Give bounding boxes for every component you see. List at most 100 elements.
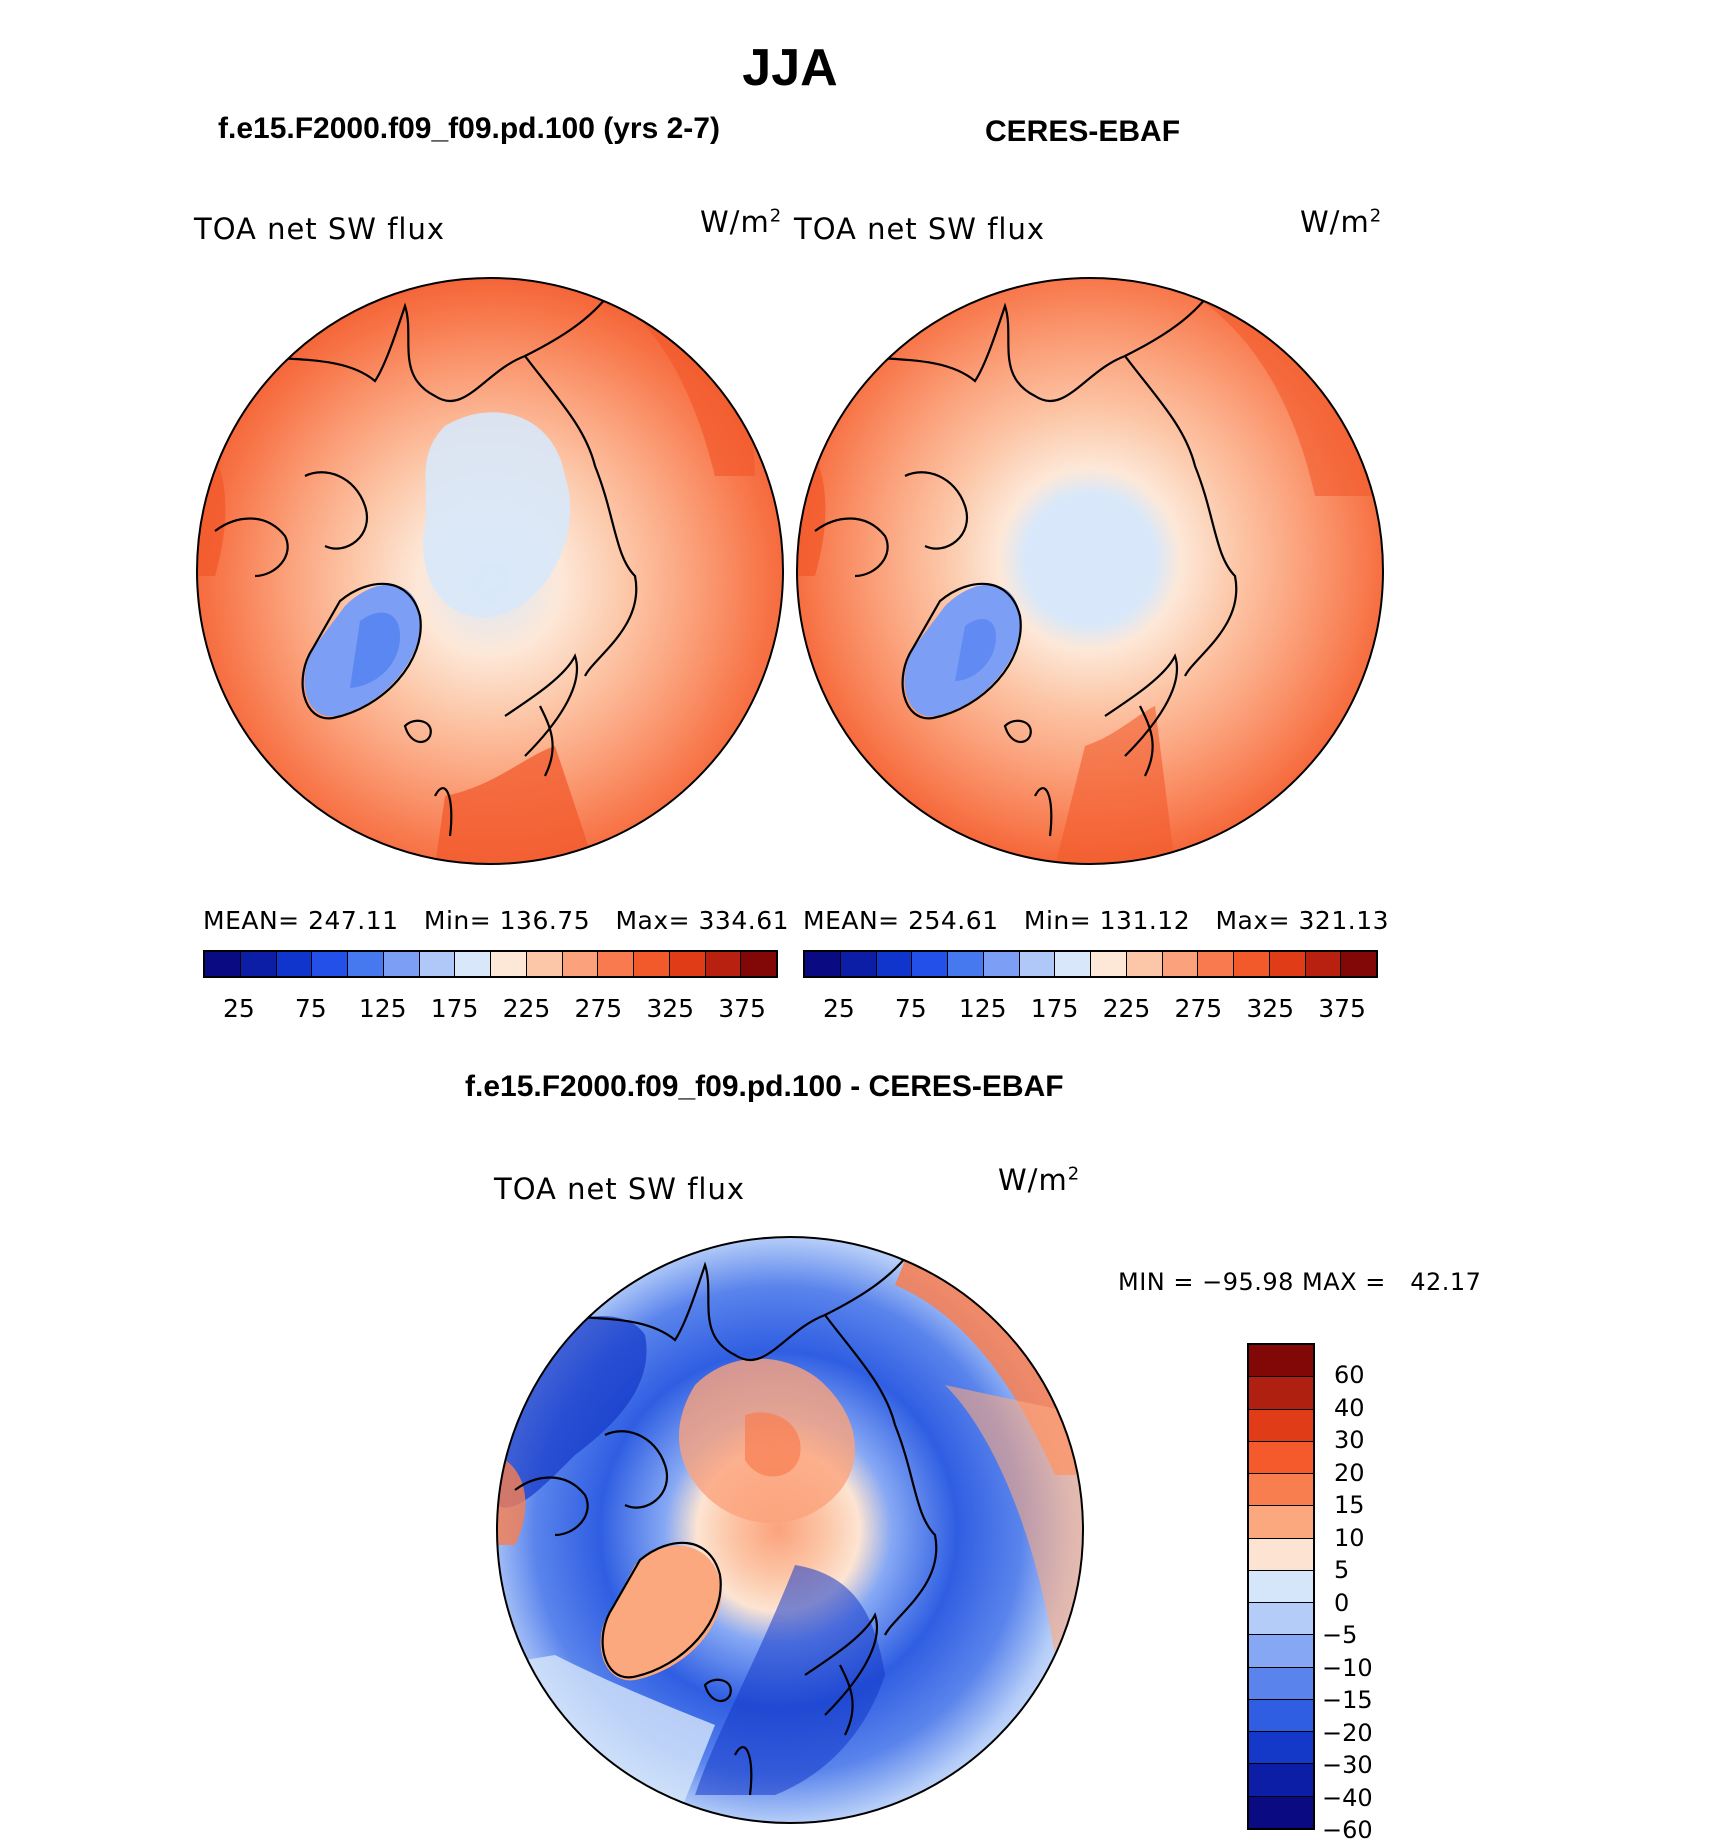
colorbar-swatch xyxy=(1019,952,1056,976)
panel-2-variable-label: TOA net SW flux xyxy=(794,212,1046,246)
colorbar-swatch xyxy=(240,952,277,976)
colorbar-swatch xyxy=(741,952,776,976)
diff-colorbar-swatch xyxy=(1249,1732,1313,1765)
panel-1-variable-label: TOA net SW flux xyxy=(194,212,446,246)
colorbar-swatch xyxy=(276,952,313,976)
colorbar-swatch xyxy=(634,952,670,976)
main-title: JJA xyxy=(742,39,838,97)
panel-1-polar-map xyxy=(196,277,784,865)
diff-polar-map xyxy=(496,1236,1084,1824)
colorbar-swatch xyxy=(1269,952,1306,976)
diff-colorbar-tick-label: −15 xyxy=(1322,1686,1373,1715)
colorbar-swatch xyxy=(1198,952,1234,976)
diff-colorbar-swatch xyxy=(1249,1570,1313,1604)
diff-colorbar-tick-label: 60 xyxy=(1334,1361,1365,1390)
diff-colorbar-swatch xyxy=(1249,1796,1313,1828)
colorbar-tick-label: 375 xyxy=(718,994,766,1023)
panel-1-colorbar-ticks: 25 75 125 175 225 275 325 375 xyxy=(203,988,778,1023)
diff-colorbar-swatch xyxy=(1249,1764,1313,1797)
colorbar-swatch xyxy=(491,952,527,976)
colorbar-tick-label: 75 xyxy=(894,994,927,1023)
colorbar-swatch xyxy=(912,952,948,976)
diff-colorbar xyxy=(1247,1343,1315,1830)
panel-1-unit-label: W/m2 xyxy=(700,205,783,239)
diff-colorbar-tick-label: 0 xyxy=(1334,1588,1350,1617)
colorbar-swatch xyxy=(419,952,456,976)
colorbar-tick-label: 175 xyxy=(430,994,479,1023)
colorbar-tick-label: 75 xyxy=(294,994,327,1023)
diff-variable-label: TOA net SW flux xyxy=(494,1172,746,1206)
diff-colorbar-tick-label: 10 xyxy=(1334,1523,1365,1552)
colorbar-swatch xyxy=(876,952,913,976)
colorbar-swatch xyxy=(705,952,742,976)
diff-colorbar-swatch xyxy=(1249,1409,1313,1442)
panel-2-colorbar xyxy=(803,950,1378,978)
colorbar-tick-label: 275 xyxy=(574,994,623,1023)
diff-colorbar-tick-label: 20 xyxy=(1334,1458,1365,1487)
colorbar-swatch xyxy=(1234,952,1270,976)
colorbar-tick-label: 25 xyxy=(823,994,855,1023)
diff-colorbar-tick-label: −10 xyxy=(1322,1653,1373,1682)
diff-colorbar-swatch xyxy=(1249,1699,1313,1733)
panel-1-stats: MEAN= 247.11 Min= 136.75 Max= 334.61 xyxy=(203,906,790,935)
diff-unit-label: W/m2 xyxy=(998,1163,1081,1197)
diff-colorbar-tick-label: 40 xyxy=(1334,1393,1365,1422)
colorbar-tick-label: 225 xyxy=(502,994,551,1023)
colorbar-tick-label: 125 xyxy=(958,994,1007,1023)
diff-colorbar-swatch xyxy=(1249,1474,1313,1507)
diff-colorbar-swatch xyxy=(1249,1441,1313,1475)
colorbar-swatch xyxy=(1091,952,1127,976)
diff-colorbar-tick-label: −5 xyxy=(1322,1621,1358,1650)
colorbar-swatch xyxy=(383,952,420,976)
diff-colorbar-swatch xyxy=(1249,1345,1313,1378)
diff-colorbar-swatch xyxy=(1249,1603,1313,1636)
panel-1-colorbar xyxy=(203,950,778,978)
colorbar-swatch xyxy=(348,952,384,976)
colorbar-swatch xyxy=(1126,952,1163,976)
colorbar-tick-label: 275 xyxy=(1174,994,1223,1023)
diff-colorbar-tick-label: −60 xyxy=(1322,1816,1373,1844)
panel-2-unit-label: W/m2 xyxy=(1300,205,1383,239)
diff-colorbar-ticks: 60 40 30 20 15 10 5 0 −5 −10 −15 −20 −30 −40 −60 xyxy=(1322,1343,1426,1844)
colorbar-swatch xyxy=(948,952,984,976)
diff-title: f.e15.F2000.f09_f09.pd.100 - CERES-EBAF xyxy=(465,1070,1064,1103)
colorbar-swatch xyxy=(983,952,1020,976)
panel-2-colorbar-ticks: 25 75 125 175 225 275 325 375 xyxy=(803,988,1378,1023)
colorbar-swatch xyxy=(669,952,706,976)
colorbar-swatch xyxy=(805,952,841,976)
colorbar-swatch xyxy=(526,952,563,976)
colorbar-swatch xyxy=(562,952,599,976)
diff-colorbar-tick-label: −20 xyxy=(1322,1718,1373,1747)
colorbar-swatch xyxy=(1305,952,1342,976)
diff-colorbar-tick-label: 5 xyxy=(1334,1556,1350,1585)
colorbar-swatch xyxy=(1341,952,1376,976)
colorbar-tick-label: 25 xyxy=(223,994,255,1023)
colorbar-swatch xyxy=(312,952,348,976)
colorbar-swatch xyxy=(455,952,491,976)
diff-colorbar-swatch xyxy=(1249,1538,1313,1571)
diff-colorbar-swatch xyxy=(1249,1635,1313,1668)
diff-colorbar-tick-label: 15 xyxy=(1334,1491,1365,1520)
colorbar-tick-label: 375 xyxy=(1318,994,1366,1023)
diff-colorbar-tick-label: 30 xyxy=(1334,1426,1365,1455)
panel-2-title: CERES-EBAF xyxy=(985,115,1181,148)
colorbar-swatch xyxy=(840,952,877,976)
panel-2-stats: MEAN= 254.61 Min= 131.12 Max= 321.13 xyxy=(803,906,1390,935)
colorbar-tick-label: 125 xyxy=(358,994,407,1023)
colorbar-swatch xyxy=(598,952,634,976)
panel-1-title: f.e15.F2000.f09_f09.pd.100 (yrs 2-7) xyxy=(218,112,720,145)
panel-2-polar-map xyxy=(796,277,1384,865)
colorbar-swatch xyxy=(1162,952,1199,976)
diff-colorbar-swatch xyxy=(1249,1667,1313,1700)
colorbar-tick-label: 325 xyxy=(646,994,695,1023)
colorbar-tick-label: 325 xyxy=(1246,994,1295,1023)
diff-colorbar-swatch xyxy=(1249,1377,1313,1410)
colorbar-tick-label: 175 xyxy=(1030,994,1079,1023)
colorbar-swatch xyxy=(1055,952,1091,976)
diff-colorbar-swatch xyxy=(1249,1506,1313,1539)
colorbar-swatch xyxy=(205,952,241,976)
diff-min-max: MIN = −95.98 MAX = 42.17 xyxy=(1118,1268,1482,1296)
diff-colorbar-tick-label: −30 xyxy=(1322,1751,1373,1780)
colorbar-tick-label: 225 xyxy=(1102,994,1151,1023)
diff-colorbar-tick-label: −40 xyxy=(1322,1783,1373,1812)
